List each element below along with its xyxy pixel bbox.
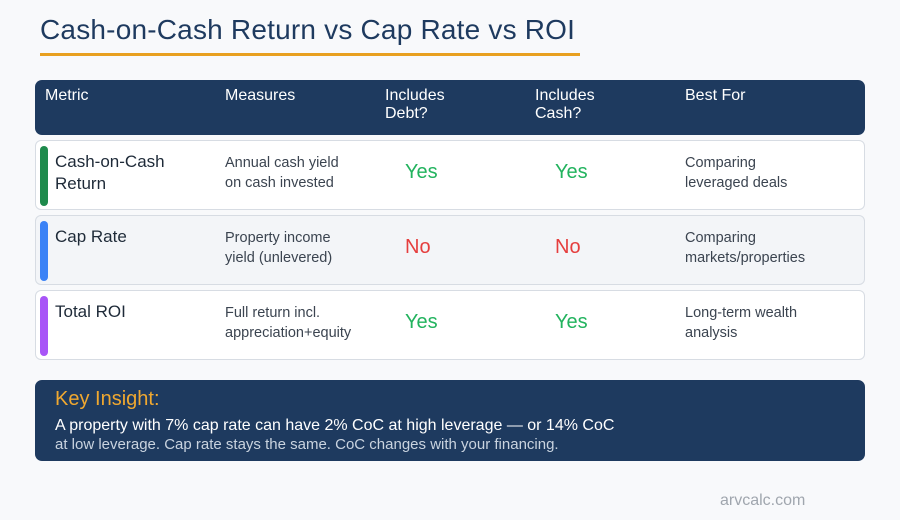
- row-metric: Cash-on-Cash Return: [55, 152, 165, 193]
- row-measures: Full return incl. appreciation+equity: [225, 305, 352, 341]
- row-includes-cash: No: [555, 236, 581, 258]
- row-accent-bar: [40, 221, 48, 281]
- header-best-for: Best For: [685, 87, 746, 104]
- row-includes-cash: Yes: [555, 161, 588, 183]
- row-measures: Annual cash yield on cash invested: [225, 155, 339, 191]
- header-includes-debt: Includes Debt?: [385, 87, 445, 122]
- row-best-for: Comparing leveraged deals: [685, 155, 788, 191]
- row-measures: Property income yield (unlevered): [225, 230, 333, 266]
- key-insight-line-2: at low leverage. Cap rate stays the same…: [55, 436, 559, 453]
- row-best-for: Long-term wealth analysis: [685, 305, 798, 341]
- title-underline: [40, 53, 580, 56]
- row-best-for: Comparing markets/properties: [685, 230, 806, 266]
- row-metric: Total ROI: [55, 302, 126, 321]
- key-insight-label: Key Insight:: [55, 388, 160, 410]
- row-includes-debt: Yes: [405, 311, 438, 333]
- row-metric: Cap Rate: [55, 227, 127, 246]
- footer-brand: arvcalc.com: [720, 492, 806, 509]
- page-title: Cash-on-Cash Return vs Cap Rate vs ROI: [40, 14, 576, 45]
- key-insight-line-1: A property with 7% cap rate can have 2% …: [55, 417, 615, 434]
- table-row: Cash-on-Cash Return Annual cash yield on ca…: [35, 140, 865, 210]
- table-header: Metric Measures Includes Debt? Includes Ca…: [35, 80, 865, 135]
- row-includes-debt: No: [405, 236, 431, 258]
- table-row: Cap Rate Property income yield (unlevered)…: [35, 215, 865, 285]
- header-measures: Measures: [225, 87, 296, 104]
- row-includes-cash: Yes: [555, 311, 588, 333]
- header-includes-cash: Includes Cash?: [535, 87, 595, 122]
- row-accent-bar: [40, 296, 48, 356]
- row-accent-bar: [40, 146, 48, 206]
- table-row: Total ROI Full return incl. appreciation+e…: [35, 290, 865, 360]
- key-insight-box: Key Insight: A property with 7% cap rate…: [35, 380, 865, 461]
- row-includes-debt: Yes: [405, 161, 438, 183]
- header-metric: Metric: [45, 87, 89, 104]
